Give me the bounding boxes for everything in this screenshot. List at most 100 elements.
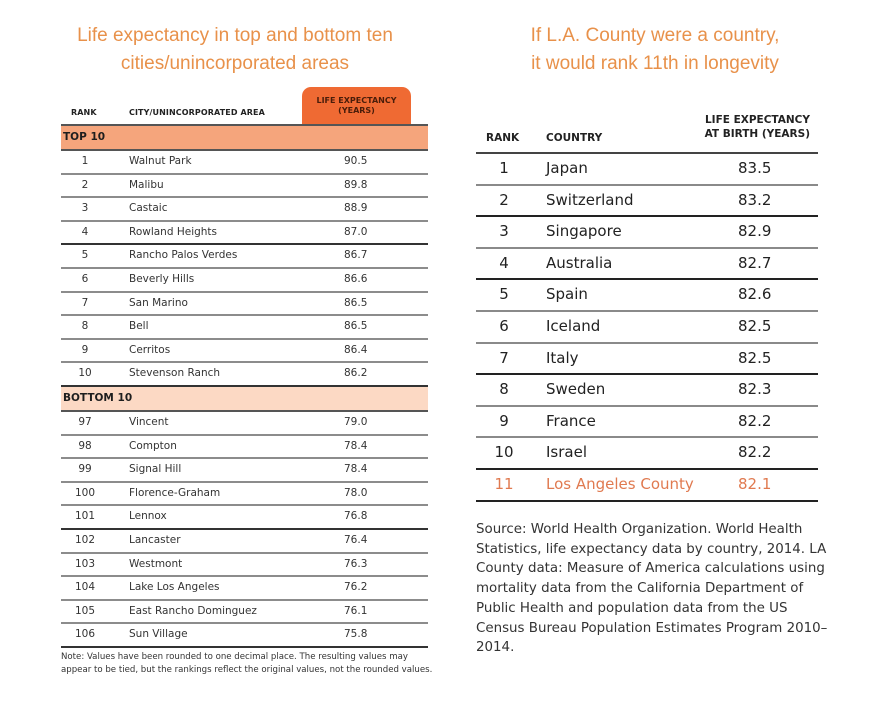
name-cell: Japan	[546, 159, 588, 177]
rounding-note: Note: Values have been rounded to one de…	[61, 652, 433, 675]
rank-cell: 10	[78, 367, 92, 380]
rank-cell: 9	[499, 411, 509, 430]
table-row: 6 Beverly Hills 86.6	[61, 269, 428, 293]
rank-cell: 8	[499, 380, 509, 399]
table-row: 101 Lennox 76.8	[61, 506, 428, 530]
rank-cell: 98	[78, 439, 92, 452]
value-cell: 75.8	[344, 628, 368, 641]
rank-cell: 1	[81, 155, 89, 167]
name-cell: Australia	[546, 253, 613, 272]
value-cell: 82.2	[738, 411, 772, 430]
value-cell: 82.7	[738, 253, 772, 272]
table-row: 102 Lancaster 76.4	[61, 530, 428, 554]
top-10-band: TOP 10	[61, 124, 428, 151]
bottom-10-rows: 97 Vincent 79.0 98 Compton 78.4 99 Signal Hill 7…	[61, 412, 428, 648]
value-cell: 82.5	[738, 316, 772, 335]
table-row: 8 Sweden 82.3	[476, 375, 818, 407]
name-cell: Vincent	[129, 415, 169, 428]
table-row: 7 San Marino 86.5	[61, 293, 428, 317]
table-row: 106 Sun Village 75.8	[61, 624, 428, 648]
rank-cell: 6	[499, 316, 509, 335]
rank-cell: 99	[78, 463, 92, 476]
name-cell: Lake Los Angeles	[129, 581, 220, 594]
rank-cell: 2	[81, 178, 89, 191]
table-row: 105 East Rancho Dominguez 76.1	[61, 601, 428, 625]
name-cell: Rancho Palos Verdes	[129, 249, 238, 262]
rank-cell: 9	[81, 343, 89, 356]
name-cell: San Marino	[129, 296, 188, 309]
right-title: If L.A. County were a country, it would …	[470, 22, 840, 78]
name-cell: East Rancho Dominguez	[129, 604, 257, 617]
area-header: CITY/UNINCORPORATED AREA	[129, 108, 265, 117]
name-cell: Singapore	[546, 222, 622, 241]
top-10-rows: 1 Walnut Park 90.5 2 Malibu 89.8 3 Castaic 88.9 4…	[61, 151, 428, 385]
value-cell: 86.5	[344, 320, 368, 333]
value-cell: 76.3	[344, 557, 368, 570]
name-cell: Israel	[546, 443, 587, 462]
rank-cell: 4	[499, 253, 509, 272]
le-header-line-1: LIFE EXPECTANCY	[704, 114, 810, 126]
value-cell: 76.8	[344, 510, 368, 523]
value-cell: 90.5	[344, 155, 368, 167]
rank-cell: 8	[81, 320, 89, 333]
table-row: 8 Bell 86.5	[61, 316, 428, 340]
value-cell: 82.3	[738, 380, 772, 399]
table-row: 2 Switzerland 83.2	[476, 186, 818, 218]
table-row: 7 Italy 82.5	[476, 344, 818, 376]
value-cell: 76.2	[344, 581, 368, 594]
rank-cell: 4	[81, 225, 89, 238]
life-expectancy-header-line-1: LIFE EXPECTANCY	[316, 95, 397, 105]
name-cell: Italy	[546, 348, 579, 367]
value-cell: 86.4	[344, 343, 368, 356]
table-row: 6 Iceland 82.5	[476, 312, 818, 344]
table-row: 9 France 82.2	[476, 407, 818, 439]
name-cell: France	[546, 411, 596, 430]
table-row: 1 Walnut Park 90.5	[61, 151, 428, 175]
name-cell: Lennox	[129, 510, 167, 523]
name-cell: Walnut Park	[129, 155, 192, 167]
name-cell: Sun Village	[129, 628, 188, 641]
value-cell: 88.9	[344, 202, 368, 215]
table-row: 5 Spain 82.6	[476, 280, 818, 312]
left-title-line-2: cities/unincorporated areas	[120, 53, 350, 74]
rank-header: RANK	[486, 132, 520, 144]
rank-cell: 3	[81, 202, 89, 215]
name-cell: Lancaster	[129, 533, 181, 546]
name-cell: Iceland	[546, 316, 601, 335]
country-rows: 1 Japan 83.5 2 Switzerland 83.2 3 Singapore 82.9…	[476, 154, 818, 502]
value-cell: 89.8	[344, 178, 368, 191]
right-title-line-2: it would rank 11th in longevity	[531, 53, 779, 74]
value-cell: 82.5	[738, 348, 772, 367]
rank-cell: 11	[494, 474, 514, 493]
table-row: 100 Florence-Graham 78.0	[61, 483, 428, 507]
table-row: 4 Australia 82.7	[476, 249, 818, 281]
value-cell: 86.6	[344, 272, 368, 285]
left-title: Life expectancy in top and bottom ten ci…	[40, 22, 430, 78]
rank-header: RANK	[71, 108, 97, 117]
table-row: 4 Rowland Heights 87.0	[61, 222, 428, 246]
table-row: 10 Israel 82.2	[476, 438, 818, 470]
table-row: 98 Compton 78.4	[61, 436, 428, 460]
table-row: 3 Singapore 82.9	[476, 217, 818, 249]
name-cell: Westmont	[129, 557, 183, 570]
value-cell: 82.2	[738, 443, 772, 462]
rank-cell: 100	[74, 486, 96, 499]
rank-cell: 5	[499, 285, 509, 304]
rank-cell: 2	[499, 190, 509, 209]
table-row: 9 Cerritos 86.4	[61, 340, 428, 364]
le-header-line-2: AT BIRTH (YEARS)	[704, 128, 810, 140]
cities-table: RANK CITY/UNINCORPORATED AREA LIFE EXPEC…	[61, 85, 428, 648]
value-cell: 82.1	[738, 474, 772, 493]
rank-cell: 7	[499, 348, 509, 367]
name-cell: Malibu	[129, 178, 164, 191]
rank-cell: 103	[74, 557, 96, 570]
cities-table-header: RANK CITY/UNINCORPORATED AREA LIFE EXPEC…	[61, 85, 428, 124]
right-title-line-1: If L.A. County were a country,	[530, 25, 780, 46]
value-cell: 83.5	[738, 159, 772, 177]
name-cell: Rowland Heights	[129, 225, 218, 238]
bottom-10-band: BOTTOM 10	[61, 384, 428, 412]
table-row: 3 Castaic 88.9	[61, 198, 428, 222]
name-cell: Florence-Graham	[129, 486, 221, 499]
country-header: COUNTRY	[546, 132, 603, 144]
value-cell: 86.2	[344, 367, 368, 380]
